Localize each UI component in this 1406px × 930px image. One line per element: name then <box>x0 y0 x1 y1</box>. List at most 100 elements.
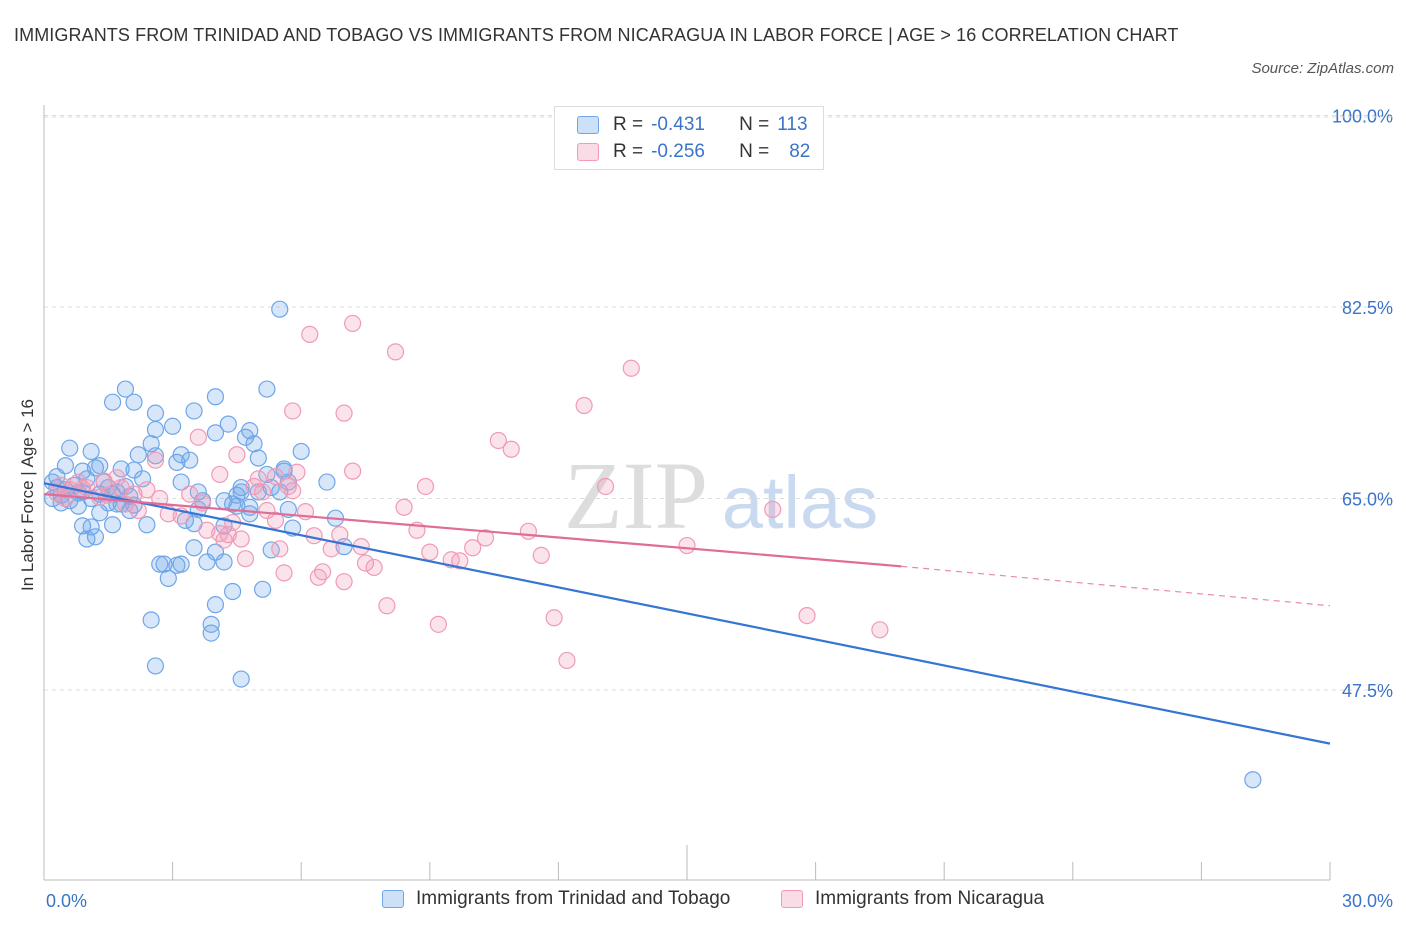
trinidad-point <box>232 478 250 497</box>
trinidad-point <box>241 505 259 523</box>
nicaragua-point <box>395 498 413 516</box>
nicaragua-point <box>331 526 349 544</box>
nicaragua-point <box>421 543 439 561</box>
watermark-atlas: atlas <box>722 461 878 544</box>
nicaragua-point <box>678 536 696 555</box>
trinidad-point <box>103 393 122 411</box>
trinidad-point <box>271 300 289 318</box>
y-tick-label: 47.5% <box>1342 681 1393 701</box>
trinidad-point <box>254 580 272 598</box>
nicaragua-point <box>228 446 246 464</box>
nicaragua-point <box>236 550 255 568</box>
trinidad-point <box>164 417 182 435</box>
trinidad-point <box>181 451 199 469</box>
trinidad-point <box>262 541 280 559</box>
trinidad-point <box>142 611 160 629</box>
trinidad-point <box>318 473 336 491</box>
n-value-trinidad: 113 <box>777 114 808 135</box>
trinidad-point <box>103 516 122 534</box>
nicaragua-point <box>519 522 537 540</box>
n-label: N = <box>739 114 770 135</box>
trinidad-point <box>82 518 100 536</box>
trinidad-point <box>202 624 220 642</box>
trinidad-point <box>133 470 152 488</box>
legend-swatch-trinidad <box>382 890 404 908</box>
legend-item-trinidad: Immigrants from Trinidad and Tobago <box>382 888 730 910</box>
trinidad-point <box>168 453 186 471</box>
trinidad-point <box>202 615 220 633</box>
r-label: R = <box>613 114 644 135</box>
trinidad-point <box>125 393 143 411</box>
trinidad-point <box>142 435 160 453</box>
trinidad-point <box>86 528 105 546</box>
trinidad-point <box>151 555 169 573</box>
trinidad-point <box>129 446 147 464</box>
r-label: R = <box>613 141 644 162</box>
nicaragua-point <box>545 609 563 627</box>
trinidad-point <box>185 539 203 557</box>
nicaragua-point <box>271 540 289 558</box>
nicaragua-point <box>356 554 375 572</box>
trinidad-point <box>146 420 165 439</box>
nicaragua-trend-line <box>43 493 902 568</box>
trinidad-trend-line <box>43 482 1331 745</box>
trinidad-point <box>236 428 255 446</box>
nicaragua-point <box>489 431 507 450</box>
nicaragua-trend-extension <box>901 565 1331 607</box>
trinidad-point <box>292 442 310 461</box>
trinidad-point <box>206 596 225 614</box>
trinidad-point <box>91 504 109 522</box>
legend-swatch-nicaragua <box>577 143 599 161</box>
nicaragua-point <box>249 470 267 488</box>
trinidad-point <box>138 516 156 534</box>
nicaragua-point <box>365 558 383 577</box>
nicaragua-point <box>386 343 405 361</box>
legend-row-nicaragua: R = -0.256 N = 82 <box>577 139 810 165</box>
trinidad-point <box>258 380 276 398</box>
r-value-trinidad: -0.431 <box>651 114 705 135</box>
nicaragua-point <box>764 500 782 519</box>
nicaragua-point <box>335 404 353 422</box>
nicaragua-point <box>575 396 593 415</box>
watermark-zip: ZIP <box>564 442 708 549</box>
nicaragua-point <box>378 597 396 615</box>
nicaragua-point <box>108 469 126 487</box>
nicaragua-point <box>275 564 293 582</box>
nicaragua-point <box>232 530 250 548</box>
x-tick-label-min: 0.0% <box>46 891 88 911</box>
nicaragua-point <box>416 477 435 496</box>
trinidad-point <box>249 449 267 467</box>
y-tick-label: 100.0% <box>1332 107 1393 127</box>
n-label: N = <box>739 141 770 162</box>
source-label: Source: ZipAtlas.com <box>1251 60 1394 77</box>
trinidad-point <box>206 424 225 442</box>
trinidad-point <box>232 483 250 501</box>
nicaragua-point <box>189 428 207 446</box>
nicaragua-point <box>266 511 285 529</box>
nicaragua-point <box>622 359 640 377</box>
trinidad-point <box>1244 771 1262 789</box>
nicaragua-point <box>129 501 147 520</box>
nicaragua-point <box>798 606 816 625</box>
legend-swatch-trinidad <box>577 116 599 134</box>
nicaragua-point <box>181 485 199 503</box>
nicaragua-point <box>476 529 495 547</box>
nicaragua-point <box>871 621 889 639</box>
nicaragua-point <box>284 402 302 420</box>
legend-label-nicaragua: Immigrants from Nicaragua <box>815 888 1045 909</box>
nicaragua-point <box>254 483 272 501</box>
legend-swatch-nicaragua <box>781 890 803 908</box>
nicaragua-point <box>146 451 165 469</box>
trinidad-point <box>185 402 203 420</box>
trinidad-point <box>146 657 165 675</box>
y-tick-label: 82.5% <box>1342 298 1393 318</box>
x-tick-label-max: 30.0% <box>1341 891 1393 911</box>
legend-label-trinidad: Immigrants from Trinidad and Tobago <box>416 888 731 909</box>
trinidad-point <box>116 380 135 398</box>
trinidad-point <box>206 388 225 406</box>
trinidad-point <box>73 517 92 535</box>
nicaragua-point <box>211 465 229 484</box>
trinidad-point <box>82 442 100 461</box>
nicaragua-point <box>451 552 469 570</box>
